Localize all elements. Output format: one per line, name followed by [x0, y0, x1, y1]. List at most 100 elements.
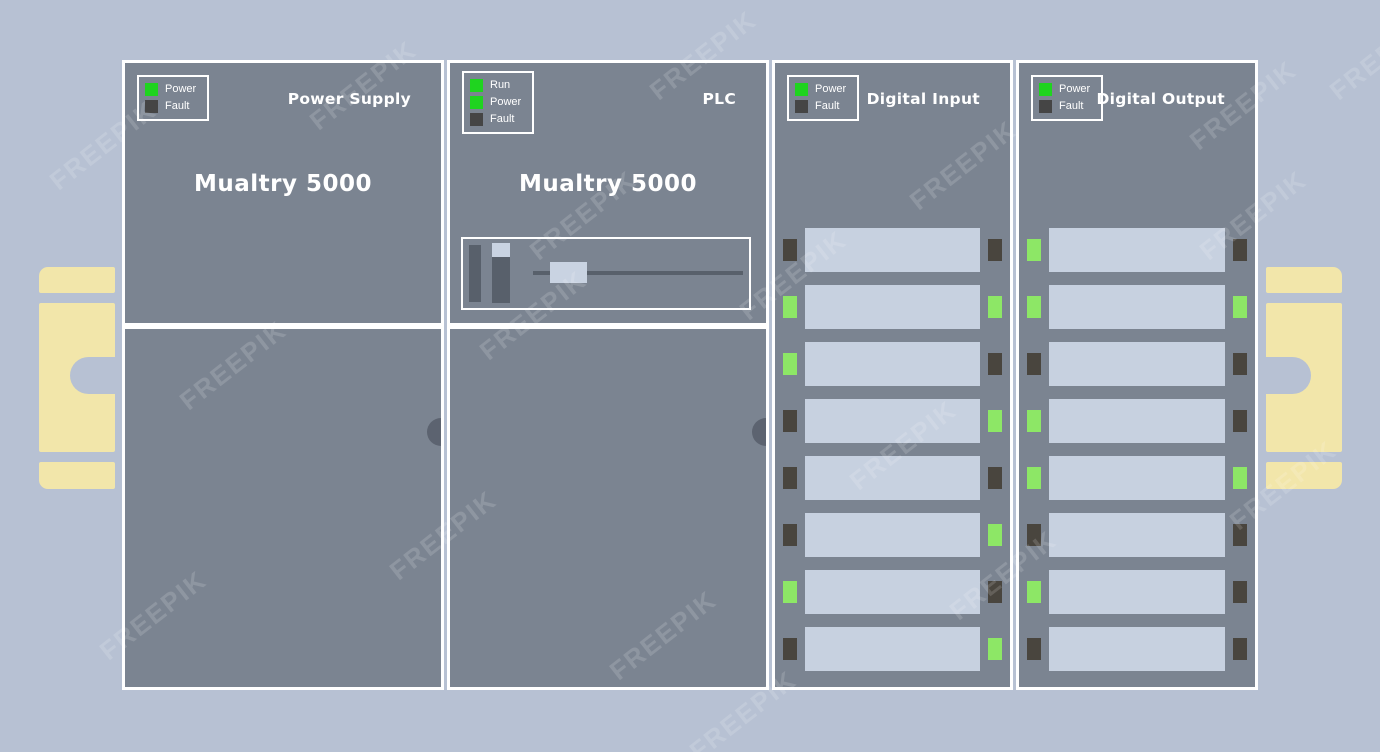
channel-5-left-led-icon [1027, 467, 1041, 489]
clip-top-segment [39, 267, 115, 293]
channel-7-right-led-icon [988, 581, 1002, 603]
mounting-clip-right [1265, 267, 1342, 489]
terminal-block [1049, 570, 1225, 614]
module-digital-output: Power Fault Digital Output [1016, 60, 1258, 690]
latch-knob [752, 418, 766, 446]
terminal-block [805, 570, 980, 614]
channel-row-8 [783, 627, 1002, 671]
channel-row-1 [1027, 228, 1247, 272]
legend-label: Power [1059, 83, 1091, 95]
terminal-block [1049, 456, 1225, 500]
module-title: Power Supply [287, 90, 411, 108]
power-led-icon [1039, 83, 1052, 96]
channel-row-3 [783, 342, 1002, 386]
module-title: Digital Input [866, 90, 980, 108]
clip-main-segment [1265, 303, 1342, 452]
channel-4-left-led-icon [783, 410, 797, 432]
led-legend: Power Fault [787, 75, 860, 121]
power-led-icon [470, 96, 483, 109]
channel-2-left-led-icon [783, 296, 797, 318]
channel-7-left-led-icon [783, 581, 797, 603]
channel-row-4 [783, 399, 1002, 443]
slider-track [533, 271, 743, 275]
channel-1-left-led-icon [783, 239, 797, 261]
module-divider [122, 323, 444, 329]
channel-row-5 [783, 456, 1002, 500]
fault-led-icon [470, 113, 483, 126]
terminal-block [1049, 513, 1225, 557]
legend-row-power: Power [470, 96, 521, 109]
module-power-supply: Power Fault Power Supply Mualtry 5000 [122, 60, 444, 690]
fault-led-icon [145, 100, 158, 113]
clip-top-segment [1266, 267, 1342, 293]
terminal-block [805, 399, 980, 443]
legend-label: Run [490, 79, 511, 91]
channel-6-left-led-icon [783, 524, 797, 546]
channel-row-4 [1027, 399, 1247, 443]
module-title: PLC [702, 90, 736, 108]
channel-5-right-led-icon [988, 467, 1002, 489]
terminal-block [1049, 399, 1225, 443]
channel-6-right-led-icon [988, 524, 1002, 546]
legend-row-fault: Fault [1039, 100, 1090, 113]
channel-5-right-led-icon [1233, 467, 1247, 489]
legend-row-power: Power [1039, 83, 1090, 96]
channel-6-right-led-icon [1233, 524, 1247, 546]
led-legend: Run Power Fault [462, 71, 535, 134]
legend-row-fault: Fault [470, 113, 521, 126]
channel-1-right-led-icon [988, 239, 1002, 261]
channel-row-7 [1027, 570, 1247, 614]
channel-8-left-led-icon [783, 638, 797, 660]
run-led-icon [470, 79, 483, 92]
channel-4-right-led-icon [988, 410, 1002, 432]
channel-rows [775, 228, 1010, 671]
brand-label: Mualtry 5000 [518, 171, 698, 197]
channel-8-right-led-icon [988, 638, 1002, 660]
channel-7-right-led-icon [1233, 581, 1247, 603]
channel-row-6 [783, 513, 1002, 557]
legend-row-fault: Fault [145, 100, 196, 113]
channel-3-left-led-icon [783, 353, 797, 375]
clip-main-segment [39, 303, 116, 452]
module-digital-input: Power Fault Digital Input [772, 60, 1013, 690]
brand-label: Mualtry 5000 [193, 171, 373, 197]
legend-row-fault: Fault [795, 100, 846, 113]
channel-row-8 [1027, 627, 1247, 671]
module-plc: Run Power Fault PLC Mualtry 5000 [447, 60, 769, 690]
indicator-bar [469, 245, 481, 302]
channel-3-right-led-icon [988, 353, 1002, 375]
terminal-block [805, 627, 980, 671]
legend-row-run: Run [470, 79, 521, 92]
clip-notch [70, 357, 116, 394]
terminal-block [805, 513, 980, 557]
channel-8-right-led-icon [1233, 638, 1247, 660]
fault-led-icon [795, 100, 808, 113]
channel-row-2 [783, 285, 1002, 329]
legend-label: Fault [815, 100, 840, 112]
terminal-block [805, 228, 980, 272]
indicator-bar [492, 257, 510, 303]
channel-rows [1019, 228, 1255, 671]
channel-6-left-led-icon [1027, 524, 1041, 546]
module-title: Digital Output [1096, 90, 1225, 108]
legend-label: Power [815, 83, 847, 95]
channel-8-left-led-icon [1027, 638, 1041, 660]
terminal-block [805, 456, 980, 500]
fault-led-icon [1039, 100, 1052, 113]
legend-row-power: Power [145, 83, 196, 96]
clip-notch [1265, 357, 1311, 394]
clip-bottom-segment [39, 462, 115, 489]
legend-label: Fault [165, 100, 190, 112]
channel-3-left-led-icon [1027, 353, 1041, 375]
legend-label: Fault [1059, 100, 1084, 112]
terminal-block [805, 342, 980, 386]
legend-row-power: Power [795, 83, 846, 96]
mounting-clip-left [39, 267, 116, 489]
legend-label: Power [490, 96, 522, 108]
channel-1-left-led-icon [1027, 239, 1041, 261]
freepik-watermark: FREEPIK [1323, 4, 1380, 106]
channel-row-5 [1027, 456, 1247, 500]
channel-1-right-led-icon [1233, 239, 1247, 261]
terminal-block [1049, 285, 1225, 329]
